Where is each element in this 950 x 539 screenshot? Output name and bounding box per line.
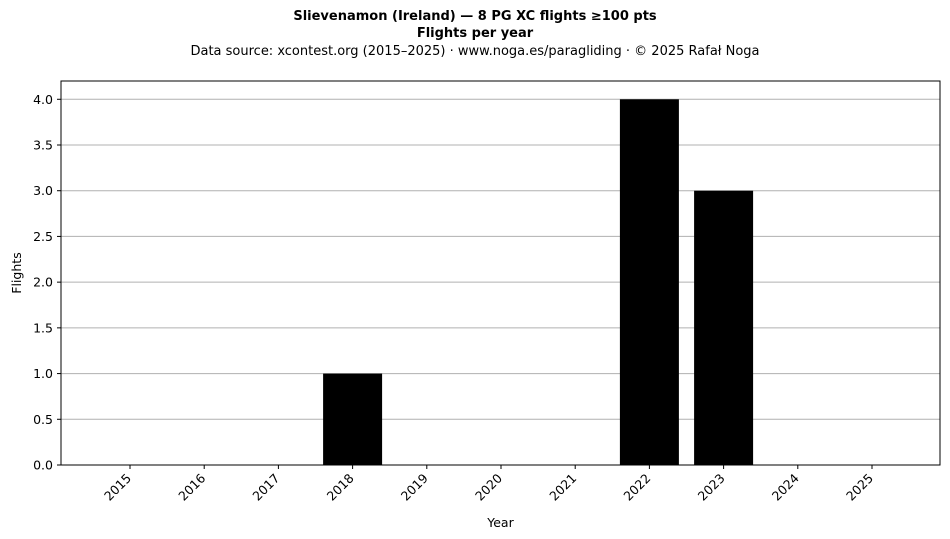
x-axis: 2015 2016 2017 2018 2019 2020 2021 2022 2023 2024…	[101, 465, 876, 504]
x-tick-label-2021: 2021	[546, 471, 579, 504]
y-tick-label: 2.0	[33, 275, 53, 290]
y-tick-label: 1.0	[33, 366, 53, 381]
x-tick-label-2019: 2019	[398, 470, 431, 503]
x-tick-label-2018: 2018	[324, 470, 357, 503]
x-axis-label: Year	[486, 515, 514, 530]
y-tick-label: 2.5	[33, 229, 53, 244]
y-axis: 0.0 0.5 1.0 1.5 2.0 2.5 3.0 3.5 4.0	[33, 92, 61, 473]
x-tick-label-2015: 2015	[101, 471, 134, 504]
y-axis-label: Flights	[9, 252, 24, 293]
x-tick-label-2023: 2023	[695, 471, 728, 504]
grid-layer	[61, 98, 940, 466]
y-tick-label: 3.5	[33, 138, 53, 153]
x-tick-label-2025: 2025	[843, 471, 876, 504]
x-tick-label-2022: 2022	[620, 471, 653, 504]
chart-source-note: Data source: xcontest.org (2015–2025) · …	[190, 44, 760, 59]
x-tick-label-2020: 2020	[472, 470, 505, 503]
y-tick-label: 1.5	[33, 320, 53, 335]
y-tick-label: 3.0	[33, 183, 53, 198]
y-tick-label: 4.0	[33, 92, 53, 107]
y-tick-label: 0.5	[33, 412, 53, 427]
chart-title: Slievenamon (Ireland) — 8 PG XC flights …	[293, 9, 657, 24]
bar-2018	[323, 373, 383, 465]
bar-2022	[619, 99, 679, 466]
bar-2023	[694, 190, 754, 465]
chart-subtitle: Flights per year	[416, 26, 534, 41]
bar-layer	[323, 99, 754, 466]
x-tick-label-2024: 2024	[769, 470, 802, 503]
plot-frame	[60, 80, 941, 466]
x-tick-label-2016: 2016	[175, 470, 208, 503]
x-tick-label-2017: 2017	[249, 471, 282, 504]
y-tick-label: 0.0	[33, 458, 53, 473]
